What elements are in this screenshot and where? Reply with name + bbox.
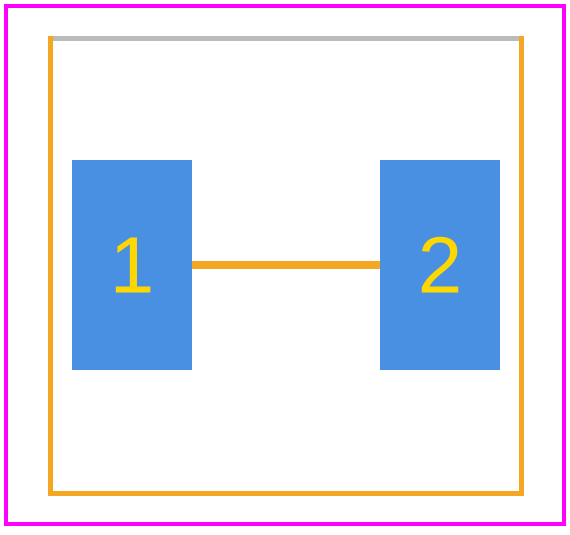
center-bar: [180, 261, 392, 269]
pad-1-label: 1: [110, 221, 155, 310]
top-bar: [48, 36, 524, 41]
bottom-bar: [48, 491, 524, 496]
pcb-footprint-diagram: 12: [0, 0, 570, 530]
diagram-container: 12: [0, 0, 570, 530]
left-vertical: [48, 36, 53, 496]
pad-2-label: 2: [418, 221, 463, 310]
right-vertical: [519, 36, 524, 496]
